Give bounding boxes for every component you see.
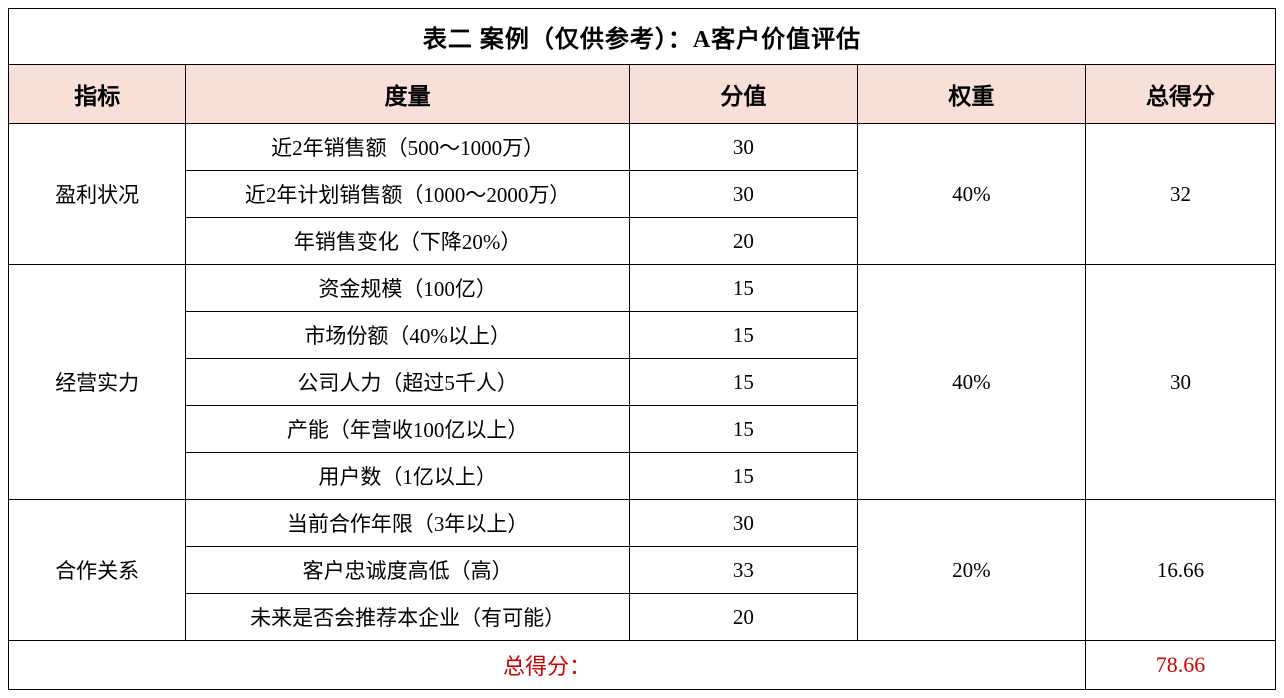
total-cell: 32 [1085,124,1275,265]
footer-label: 总得分： [9,641,1086,690]
weight-cell: 20% [857,500,1085,641]
score-cell: 15 [629,312,857,359]
measure-cell: 年销售变化（下降20%） [186,218,629,265]
col-header-score: 分值 [629,65,857,124]
indicator-cell: 盈利状况 [9,124,186,265]
score-cell: 30 [629,124,857,171]
measure-cell: 公司人力（超过5千人） [186,359,629,406]
measure-cell: 资金规模（100亿） [186,265,629,312]
table-row: 合作关系当前合作年限（3年以上）3020%16.66 [9,500,1276,547]
total-cell: 30 [1085,265,1275,500]
weight-cell: 40% [857,124,1085,265]
table-row: 经营实力资金规模（100亿）1540%30 [9,265,1276,312]
indicator-cell: 经营实力 [9,265,186,500]
table-title: 表二 案例（仅供参考）：A客户价值评估 [9,9,1276,65]
measure-cell: 近2年销售额（500～1000万） [186,124,629,171]
score-cell: 33 [629,547,857,594]
score-cell: 30 [629,171,857,218]
measure-cell: 客户忠诚度高低（高） [186,547,629,594]
score-cell: 15 [629,453,857,500]
measure-cell: 未来是否会推荐本企业（有可能） [186,594,629,641]
score-cell: 20 [629,594,857,641]
measure-cell: 市场份额（40%以上） [186,312,629,359]
score-cell: 15 [629,359,857,406]
measure-cell: 用户数（1亿以上） [186,453,629,500]
measure-cell: 当前合作年限（3年以上） [186,500,629,547]
score-cell: 15 [629,265,857,312]
indicator-cell: 合作关系 [9,500,186,641]
evaluation-table: 表二 案例（仅供参考）：A客户价值评估指标度量分值权重总得分盈利状况近2年销售额… [8,8,1276,690]
footer-total: 78.66 [1085,641,1275,690]
col-header-weight: 权重 [857,65,1085,124]
total-cell: 16.66 [1085,500,1275,641]
table-row: 盈利状况近2年销售额（500～1000万）3040%32 [9,124,1276,171]
measure-cell: 近2年计划销售额（1000～2000万） [186,171,629,218]
score-cell: 20 [629,218,857,265]
score-cell: 30 [629,500,857,547]
col-header-measure: 度量 [186,65,629,124]
measure-cell: 产能（年营收100亿以上） [186,406,629,453]
weight-cell: 40% [857,265,1085,500]
col-header-total: 总得分 [1085,65,1275,124]
score-cell: 15 [629,406,857,453]
col-header-indicator: 指标 [9,65,186,124]
